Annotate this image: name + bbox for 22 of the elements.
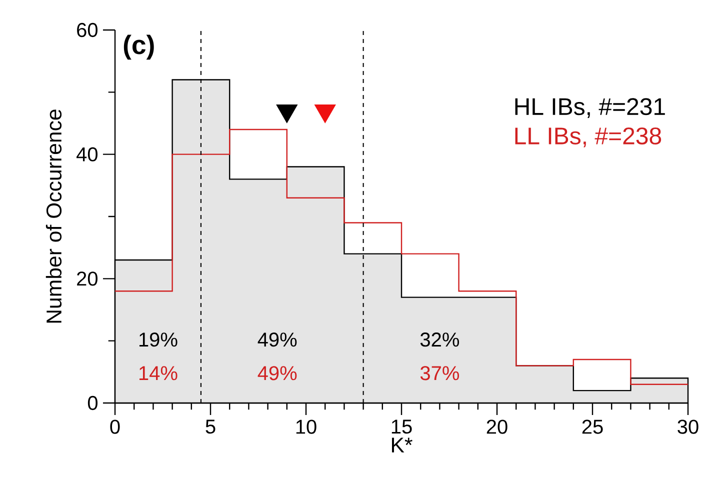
x-tick-label: 15 xyxy=(392,420,412,434)
annotation: 14% xyxy=(139,366,178,380)
y-tick-label: 40 xyxy=(76,147,98,162)
text: HL IBs, #=231 xyxy=(515,98,665,118)
chart-title: (c) xyxy=(124,34,154,60)
annotation: 37% xyxy=(420,366,459,380)
x-tick-label: 10 xyxy=(296,420,316,434)
annotation: 49% xyxy=(258,366,297,380)
annotation: 19% xyxy=(139,332,178,347)
annotation: 49% xyxy=(258,332,297,347)
x-tick-label: 5 xyxy=(206,420,216,434)
text: LL IBs, #=238 xyxy=(515,127,662,148)
y-tick-label: 0 xyxy=(88,396,98,410)
y-tick-label: 60 xyxy=(77,22,98,38)
y-axis-title: Number of Occurrence xyxy=(46,110,62,323)
x-tick-label: 25 xyxy=(582,420,603,434)
x-axis-title: K* xyxy=(392,438,412,452)
x-tick-label: 0 xyxy=(110,420,120,434)
x-tick-label: 20 xyxy=(486,420,508,434)
y-tick-label: 20 xyxy=(77,272,98,286)
annotation: 32% xyxy=(420,332,459,347)
x-tick-label: 30 xyxy=(678,420,698,434)
